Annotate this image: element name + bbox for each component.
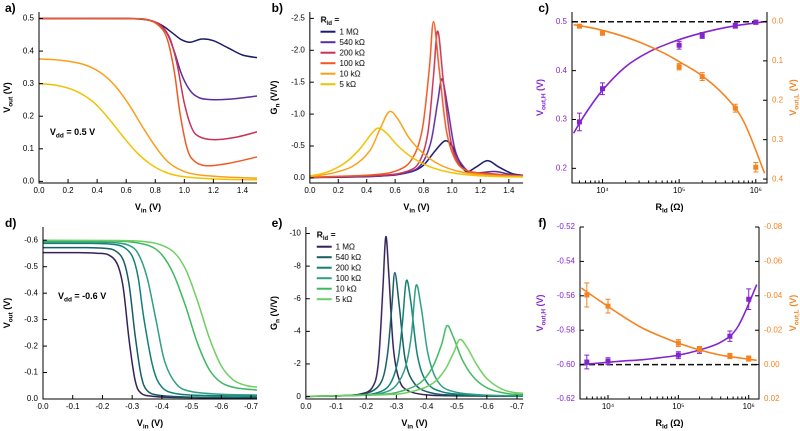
- panel-label-c: c): [538, 1, 549, 15]
- panel-e: e): [266, 215, 534, 431]
- chart-canvas-e: [266, 215, 534, 431]
- panel-label-b: b): [271, 1, 283, 15]
- panel-c: c): [533, 0, 800, 215]
- chart-canvas-f: [533, 215, 800, 431]
- panel-d: d): [0, 215, 267, 431]
- chart-canvas-c: [533, 0, 800, 215]
- panel-label-f: f): [538, 216, 547, 230]
- panel-label-e: e): [271, 216, 283, 230]
- panel-label-a: a): [5, 1, 16, 15]
- panel-a: a): [0, 0, 267, 215]
- panel-label-d: d): [5, 216, 17, 230]
- chart-canvas-d: [0, 215, 267, 431]
- chart-canvas-a: [0, 0, 267, 215]
- chart-canvas-b: [266, 0, 534, 215]
- panel-b: b): [266, 0, 534, 215]
- panel-f: f): [533, 215, 800, 431]
